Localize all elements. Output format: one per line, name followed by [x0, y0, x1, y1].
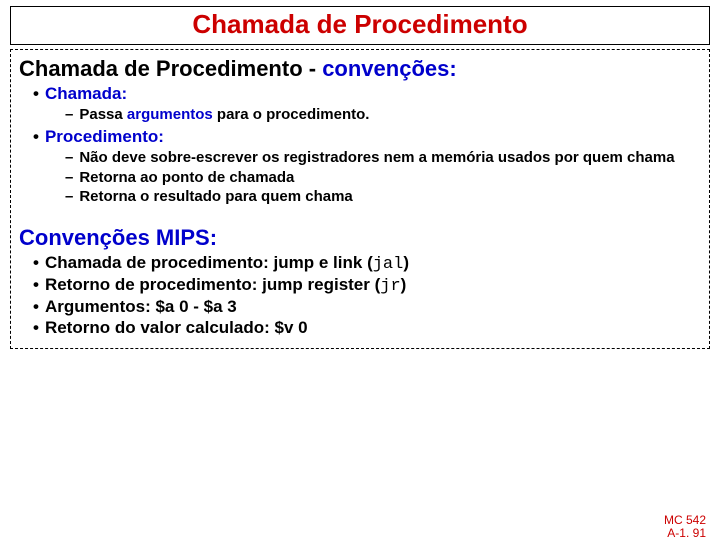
- content-box: Chamada de Procedimento - convenções: • C…: [10, 49, 710, 349]
- mips-1-pre: Retorno de procedimento: jump register (: [45, 275, 380, 294]
- chamada-sub-0-suf: para o procedimento.: [213, 106, 370, 123]
- footer: MC 542 A-1. 91: [664, 514, 706, 540]
- mips-1: • Retorno de procedimento: jump register …: [33, 275, 701, 296]
- section2-list: •Chamada de procedimento: jump e link (j…: [19, 253, 701, 338]
- mips-2-pre: Argumentos: $a 0 - $a 3: [45, 297, 237, 316]
- bullet-icon: •: [33, 297, 39, 316]
- bullet-icon: •: [33, 253, 39, 272]
- proc-sub-0: –Não deve sobre-escrever os registradore…: [65, 149, 701, 168]
- proc-sub-2-text: Retorna o resultado para quem chama: [79, 188, 352, 205]
- mips-1-post: ): [401, 275, 407, 294]
- chamada-sub-0-hl: argumentos: [127, 106, 213, 123]
- proc-sub-1: –Retorna ao ponto de chamada: [65, 169, 701, 188]
- dash-icon: –: [65, 169, 73, 186]
- chamada-sub-0-pre: Passa: [79, 106, 127, 123]
- bullet-icon: •: [33, 275, 39, 294]
- title-box: Chamada de Procedimento: [10, 6, 710, 45]
- proc-sub-0-text: Não deve sobre-escrever os registradores…: [79, 149, 674, 166]
- dash-icon: –: [65, 106, 73, 123]
- mips-0-code: jal: [373, 255, 404, 274]
- section1-heading: Chamada de Procedimento - convenções:: [19, 56, 701, 82]
- chamada-sublist: –Passa argumentos para o procedimento.: [33, 106, 701, 125]
- section1-list: •Chamada: –Passa argumentos para o proce…: [19, 84, 701, 207]
- dash-icon: –: [65, 149, 73, 166]
- procedimento-sublist: –Não deve sobre-escrever os registradore…: [33, 149, 701, 207]
- footer-line1: MC 542: [664, 514, 706, 527]
- chamada-sub-0: –Passa argumentos para o procedimento.: [65, 106, 701, 125]
- slide-title: Chamada de Procedimento: [192, 9, 527, 39]
- mips-0-pre: Chamada de procedimento: jump e link (: [45, 253, 373, 272]
- proc-sub-1-text: Retorna ao ponto de chamada: [79, 169, 294, 186]
- bullet-icon: •: [33, 127, 39, 146]
- section1-heading-blue: convenções:: [322, 56, 457, 81]
- section1-heading-black: Chamada de Procedimento -: [19, 56, 322, 81]
- mips-3: • Retorno do valor calculado: $v 0: [33, 318, 701, 338]
- bullet-icon: •: [33, 84, 39, 103]
- item-procedimento-label: Procedimento:: [45, 127, 164, 146]
- item-chamada: • Chamada: –Passa argumentos para o proce…: [33, 84, 701, 125]
- mips-3-pre: Retorno do valor calculado: $v 0: [45, 318, 308, 337]
- mips-1-code: jr: [380, 277, 400, 296]
- section2-heading: Convenções MIPS:: [19, 225, 701, 251]
- mips-0-post: ): [403, 253, 409, 272]
- mips-0: • Chamada de procedimento: jump e link (j…: [33, 253, 701, 274]
- footer-line2: A-1. 91: [664, 527, 706, 540]
- item-procedimento: •Procedimento: –Não deve sobre-escrever …: [33, 127, 701, 207]
- bullet-icon: •: [33, 318, 39, 337]
- dash-icon: –: [65, 188, 73, 205]
- item-chamada-label: Chamada:: [45, 84, 127, 103]
- mips-2: • Argumentos: $a 0 - $a 3: [33, 297, 701, 317]
- proc-sub-2: –Retorna o resultado para quem chama: [65, 188, 701, 207]
